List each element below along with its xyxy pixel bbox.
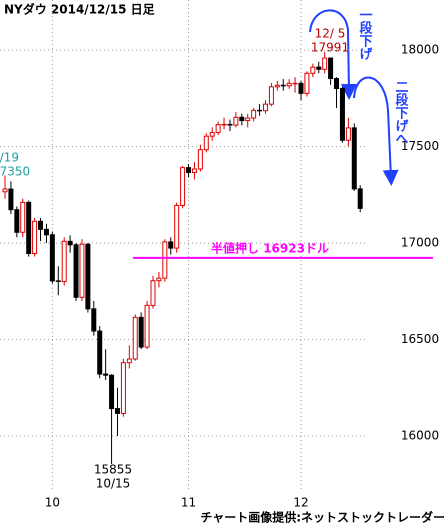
candle-body	[73, 244, 79, 298]
candle-body	[209, 132, 215, 137]
candle-body	[292, 82, 298, 85]
arrow	[309, 9, 357, 100]
candle-body	[67, 240, 73, 246]
candle-body	[2, 188, 8, 193]
candle-body	[126, 358, 132, 364]
y-tick-label: 17500	[401, 139, 439, 153]
candle-body	[334, 78, 340, 90]
candle-body	[191, 168, 197, 173]
annotation: 9/19	[0, 151, 19, 165]
annotation: 15855	[94, 463, 132, 477]
candle-body	[357, 188, 363, 209]
candle-body	[280, 84, 286, 87]
source: チャート画像提供:ネットストックトレーダー	[200, 510, 445, 525]
candle-body	[20, 201, 26, 233]
x-tick-label: 12	[293, 496, 308, 510]
candle-body	[162, 241, 168, 279]
candle-body	[339, 88, 345, 141]
candle-body	[14, 209, 20, 233]
annotation: 二段下げへ	[393, 80, 409, 145]
candle-body	[55, 280, 61, 282]
candle-body	[268, 86, 274, 105]
annotation: 17991	[311, 41, 349, 55]
candle-body	[49, 234, 55, 282]
candle-body	[316, 66, 322, 70]
candle-body	[109, 374, 115, 410]
arrow	[353, 76, 399, 186]
candle-body	[215, 124, 221, 134]
y-tick-label: 16500	[401, 332, 439, 346]
candle-body	[138, 316, 144, 348]
candle-body	[150, 280, 156, 306]
candle-body	[132, 316, 138, 360]
candle-body	[79, 243, 85, 298]
candle-body	[274, 84, 280, 88]
annotation: 12/ 5	[315, 27, 346, 41]
reference-label: 半値押し 16923ドル	[211, 240, 329, 255]
annotation: 17350	[0, 165, 30, 179]
candle-body	[203, 135, 209, 151]
candle-body	[180, 167, 186, 206]
candle-body	[114, 408, 120, 414]
y-tick-label: 18000	[401, 43, 439, 57]
candle-body	[103, 373, 109, 376]
candle-body	[310, 66, 316, 74]
candle-body	[345, 127, 351, 141]
candle-body	[262, 103, 268, 112]
candle-body	[328, 57, 334, 80]
candle-body	[239, 116, 245, 122]
candle-body	[144, 304, 150, 348]
x-tick-label: 10	[45, 496, 60, 510]
candle-body	[61, 240, 67, 282]
candle-body	[322, 57, 328, 70]
candle-body	[91, 308, 97, 332]
y-tick-label: 16000	[401, 428, 439, 442]
candle-body	[197, 149, 203, 170]
candle-body	[227, 123, 233, 126]
annotation: 10/15	[96, 477, 131, 491]
candle-body	[156, 277, 162, 282]
candle-body	[257, 109, 263, 112]
candle-body	[85, 243, 91, 310]
candle-body	[174, 204, 180, 249]
candle-body	[32, 220, 38, 254]
candle-body	[351, 127, 357, 190]
candle-body	[233, 116, 239, 126]
candle-body	[43, 228, 49, 236]
candle-body	[298, 82, 304, 94]
candle-body	[304, 72, 310, 94]
y-tick-label: 17000	[401, 236, 439, 250]
candle-body	[26, 201, 32, 254]
annotation: 一段下げ	[357, 8, 373, 61]
candle-body	[186, 167, 192, 173]
candle-body	[38, 220, 44, 230]
x-tick-label: 11	[181, 496, 196, 510]
candle-body	[168, 241, 174, 249]
candle-body	[97, 330, 103, 375]
candle-body	[286, 82, 292, 87]
candle-body	[120, 362, 126, 414]
candle-body	[8, 188, 14, 211]
candle-body	[251, 109, 257, 119]
candle-body	[245, 117, 251, 122]
candle-body	[221, 123, 227, 126]
chart-title: NYダウ 2014/12/15 日足	[4, 2, 155, 17]
